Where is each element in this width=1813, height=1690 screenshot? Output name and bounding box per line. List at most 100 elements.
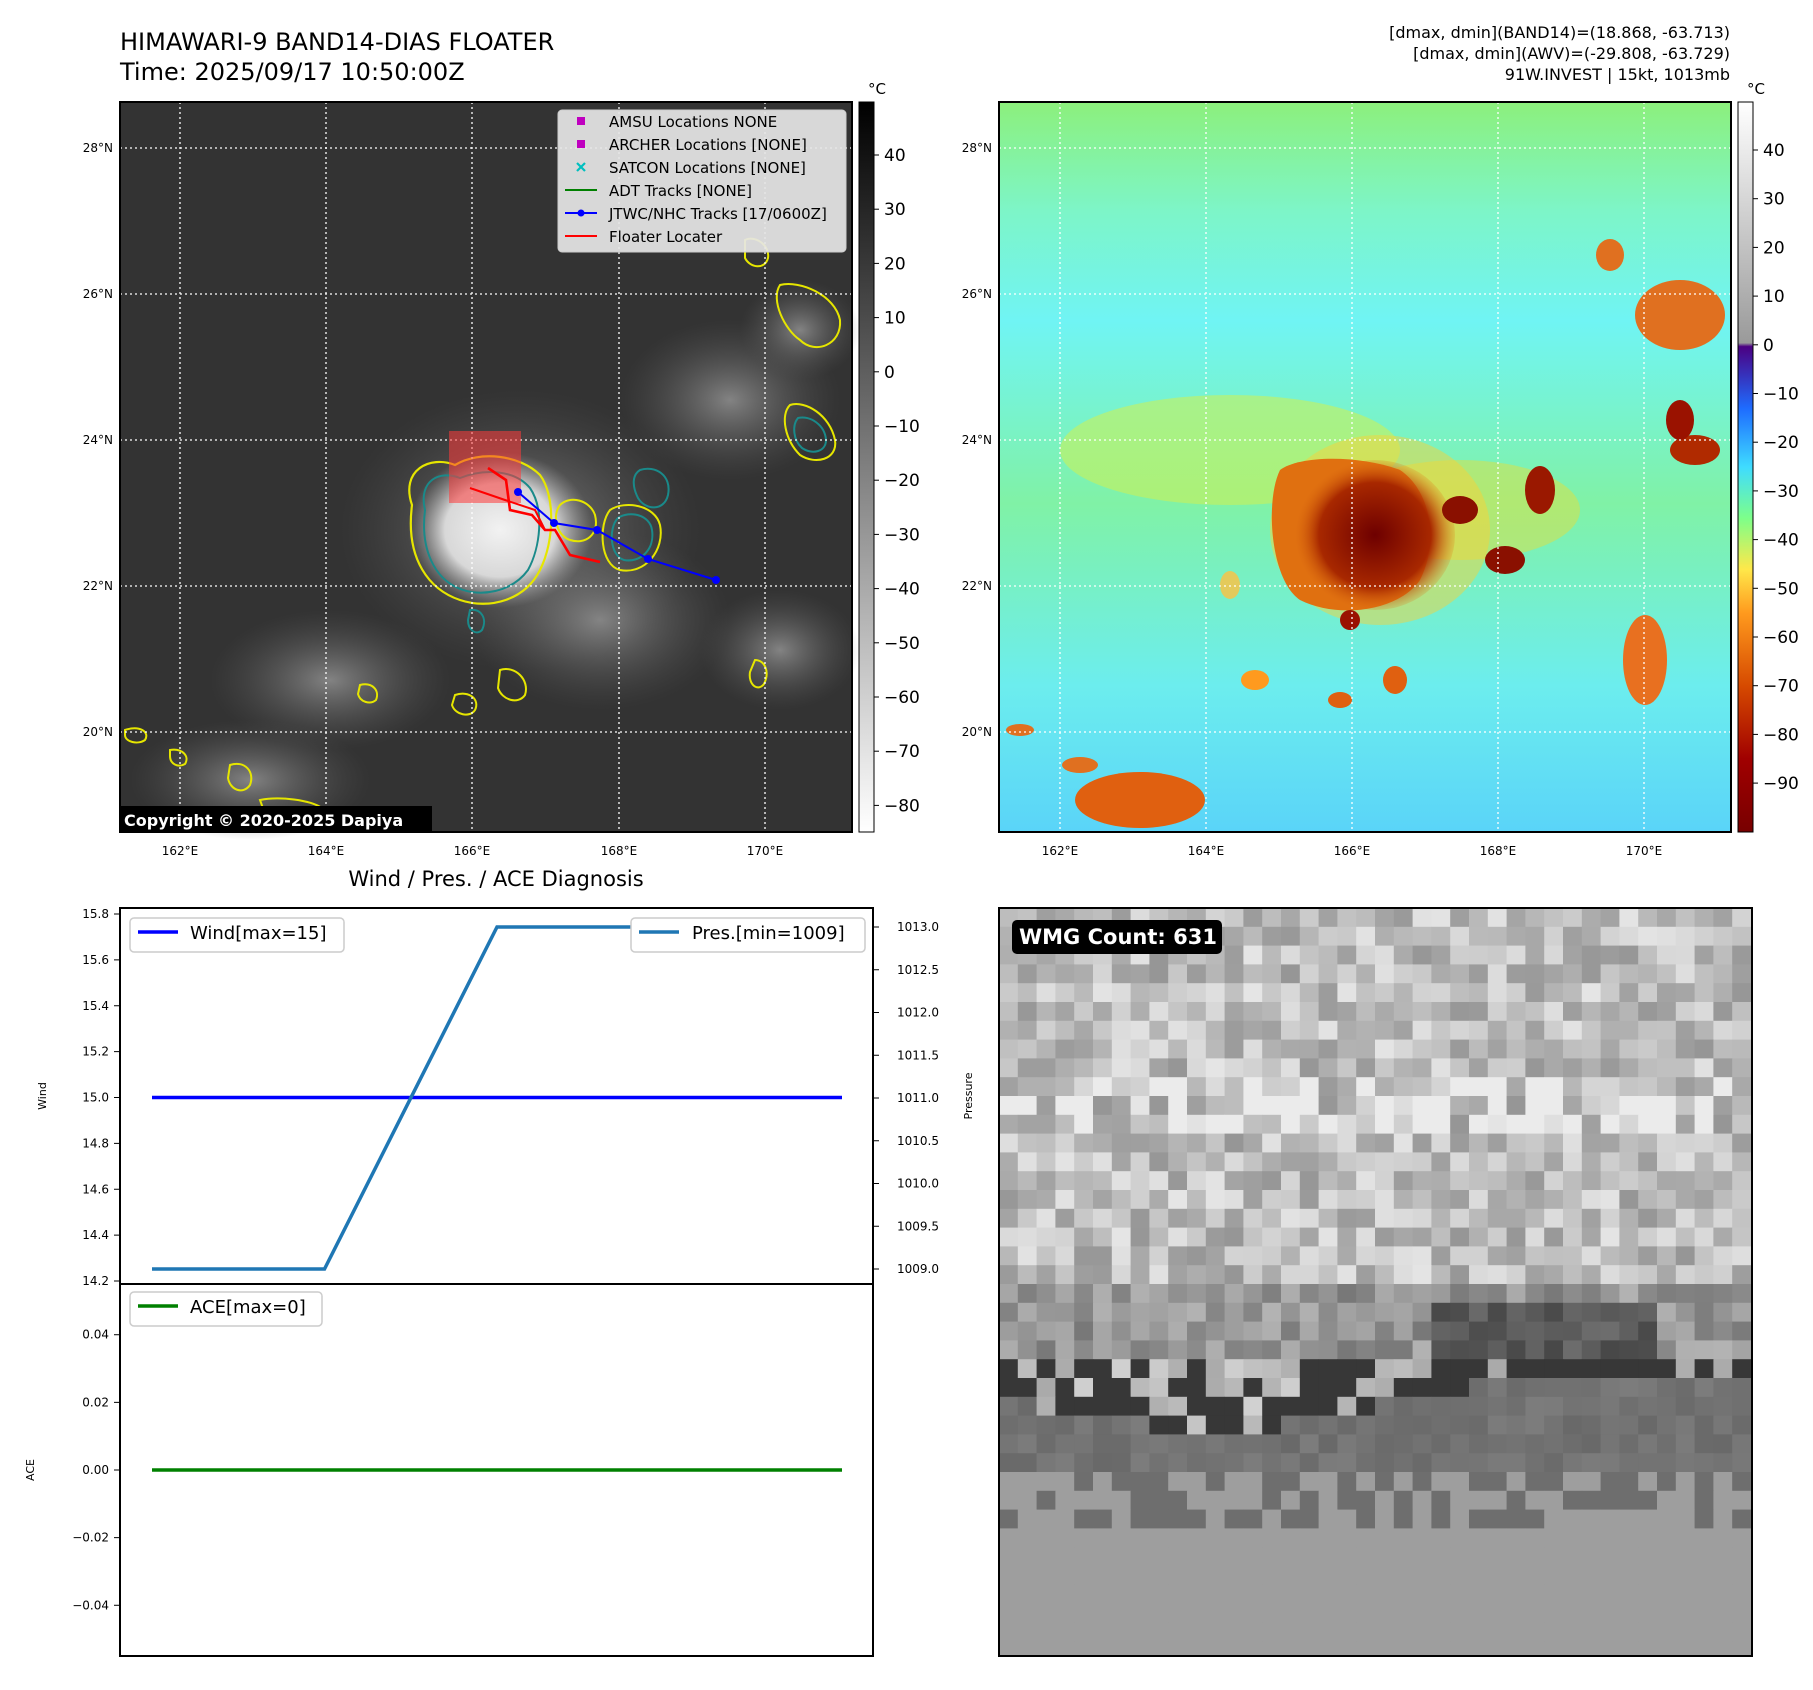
wv-colorbar-tick-label: −30 [1763, 482, 1799, 502]
jtwc-track-points [514, 488, 720, 584]
wv-colorbar-tick-label: 0 [1763, 336, 1774, 356]
wind-tick-label: 14.6 [82, 1182, 109, 1196]
svg-text:162°E: 162°E [1042, 844, 1079, 858]
ir-colorbar-unit: °C [868, 80, 886, 98]
pressure-tick-label: 1013.0 [897, 920, 939, 934]
ace-tick-label: −0.04 [72, 1598, 109, 1612]
ir-map-panel: AMSU Locations NONE ARCHER Locations [NO… [83, 101, 860, 858]
legend-satcon: SATCON Locations [NONE] [609, 159, 806, 177]
ir-colorbar-tick-label: 30 [884, 200, 906, 220]
svg-text:164°E: 164°E [308, 844, 345, 858]
wv-colorbar-tick-label: −70 [1763, 677, 1799, 697]
satcon-x-icon [576, 162, 586, 172]
wmg-pixel-field [999, 908, 1753, 1657]
legend-adt: ADT Tracks [NONE] [609, 182, 752, 200]
wv-colorbar-tick-label: −10 [1763, 385, 1799, 405]
ace-ticks: 0.04 0.02 0.00 −0.02 −0.04 [72, 1328, 120, 1612]
ir-colorbar-tick-label: −70 [884, 742, 920, 762]
ir-colorbar-tick-label: 0 [884, 363, 895, 383]
pressure-tick-label: 1011.5 [897, 1048, 939, 1062]
wind-legend: Wind[max=15] [129, 917, 345, 953]
svg-text:22°N: 22°N [962, 579, 992, 593]
svg-text:166°E: 166°E [1334, 844, 1371, 858]
pressure-tick-label: 1010.5 [897, 1134, 939, 1148]
svg-text:166°E: 166°E [454, 844, 491, 858]
wmg-panel: WMG Count: 631 [998, 907, 1753, 1657]
diagnosis-title: Wind / Pres. / ACE Diagnosis [348, 867, 643, 891]
pressure-tick-label: 1009.5 [897, 1219, 939, 1233]
ir-colorbar-tick-label: −50 [884, 634, 920, 654]
svg-text:20°N: 20°N [962, 725, 992, 739]
figure-time: Time: 2025/09/17 10:50:00Z [119, 58, 465, 86]
pressure-legend: Pres.[min=1009] [630, 917, 866, 953]
svg-text:168°E: 168°E [1480, 844, 1517, 858]
wv-storm-core [1295, 460, 1455, 610]
copyright-box [120, 806, 432, 832]
wind-tick-label: 15.8 [82, 907, 109, 921]
wv-colorbar: °C 40 30 20 10 0 −10 −20 −30 −40 −50 −60 −70 −80 −90 [1737, 80, 1799, 833]
ace-legend: ACE[max=0] [129, 1291, 323, 1327]
wv-lat-labels: 28°N 26°N 24°N 22°N 20°N [962, 141, 992, 739]
wv-colorbar-tick-label: −40 [1763, 531, 1799, 551]
wv-map-frame [998, 101, 1732, 833]
svg-text:24°N: 24°N [83, 433, 113, 447]
ir-map-frame [119, 101, 853, 833]
wv-map-gridlines [999, 102, 1731, 832]
ir-colorbar-ticks: 40 30 20 10 0 −10 −20 −30 −40 −50 −60 −70 −80 [874, 146, 920, 816]
ir-lon-labels: 162°E 164°E 166°E 168°E 170°E [162, 844, 784, 858]
pressure-tick-label: 1009.0 [897, 1262, 939, 1276]
svg-text:168°E: 168°E [601, 844, 638, 858]
wv-cloud-field [1006, 239, 1725, 828]
pressure-ticks: 1013.0 1012.5 1012.0 1011.5 1011.0 1010.5 1010… [873, 920, 939, 1276]
wv-colorbar-tick-label: −80 [1763, 725, 1799, 745]
legend-floater: Floater Locater [609, 228, 723, 246]
wv-colorbar-unit: °C [1747, 80, 1765, 98]
wv-map-panel: 162°E 164°E 166°E 168°E 170°E 28°N 26°N … [962, 101, 1732, 858]
ir-colorbar-tick-label: −30 [884, 525, 920, 545]
svg-text:20°N: 20°N [83, 725, 113, 739]
wv-colorbar-tick-label: −60 [1763, 628, 1799, 648]
wv-colorbar-tick-label: 20 [1763, 238, 1785, 258]
wv-colorbar-tick-label: −20 [1763, 433, 1799, 453]
wv-colorbar-tick-label: 30 [1763, 190, 1785, 210]
svg-text:170°E: 170°E [747, 844, 784, 858]
pressure-axis-label: Pressure [962, 1072, 975, 1119]
legend-jtwc: JTWC/NHC Tracks [17/0600Z] [608, 205, 827, 223]
wv-colorbar-tick-label: 40 [1763, 141, 1785, 161]
wv-colorbar-ticks: 40 30 20 10 0 −10 −20 −30 −40 −50 −60 −70 −80 −90 [1753, 141, 1799, 794]
wind-tick-label: 14.4 [82, 1228, 109, 1242]
ir-colorbar-tick-label: −10 [884, 417, 920, 437]
pressure-tick-label: 1011.0 [897, 1091, 939, 1105]
wind-tick-label: 15.0 [82, 1091, 109, 1105]
wind-tick-label: 15.6 [82, 953, 109, 967]
pressure-tick-label: 1010.0 [897, 1177, 939, 1191]
ir-colorbar-tick-label: −60 [884, 688, 920, 708]
wind-legend-label: Wind[max=15] [190, 923, 327, 944]
figure-title: HIMAWARI-9 BAND14-DIAS FLOATER [120, 28, 554, 56]
wind-axis-label: Wind [36, 1082, 49, 1110]
wv-colorbar-tick-label: 10 [1763, 287, 1785, 307]
ace-tick-label: 0.04 [82, 1328, 109, 1342]
svg-text:170°E: 170°E [1626, 844, 1663, 858]
svg-text:26°N: 26°N [83, 287, 113, 301]
ir-colorbar-tick-label: 40 [884, 146, 906, 166]
ir-colorbar: °C 40 30 20 10 0 −10 −20 −30 −40 −50 −60 −70 −80 [858, 80, 920, 833]
ir-colorbar-tick-label: 20 [884, 254, 906, 274]
copyright-text: Copyright © 2020-2025 Dapiya [124, 811, 403, 830]
ace-plot: 0.04 0.02 0.00 −0.02 −0.04 ACE ACE[max=0] [24, 1283, 874, 1657]
wv-lon-labels: 162°E 164°E 166°E 168°E 170°E [1042, 844, 1663, 858]
wv-colorbar-tick-label: −50 [1763, 579, 1799, 599]
svg-text:28°N: 28°N [962, 141, 992, 155]
ir-colorbar-tick-label: −20 [884, 471, 920, 491]
ir-colorbar-tick-label: −40 [884, 580, 920, 600]
info-line-2: [dmax, dmin](AWV)=(-29.808, -63.729) [1413, 44, 1730, 63]
info-line-1: [dmax, dmin](BAND14)=(18.868, -63.713) [1389, 23, 1730, 42]
wmg-frame [998, 907, 1753, 1657]
wind-tick-label: 14.2 [82, 1274, 109, 1288]
wmg-count-label: WMG Count: 631 [1019, 925, 1217, 949]
svg-text:22°N: 22°N [83, 579, 113, 593]
ir-colorbar-tick-label: −80 [884, 796, 920, 816]
wind-tick-label: 15.4 [82, 999, 109, 1013]
wmg-count-box [1012, 920, 1222, 954]
ir-lat-labels: 28°N 26°N 24°N 22°N 20°N [83, 141, 113, 739]
